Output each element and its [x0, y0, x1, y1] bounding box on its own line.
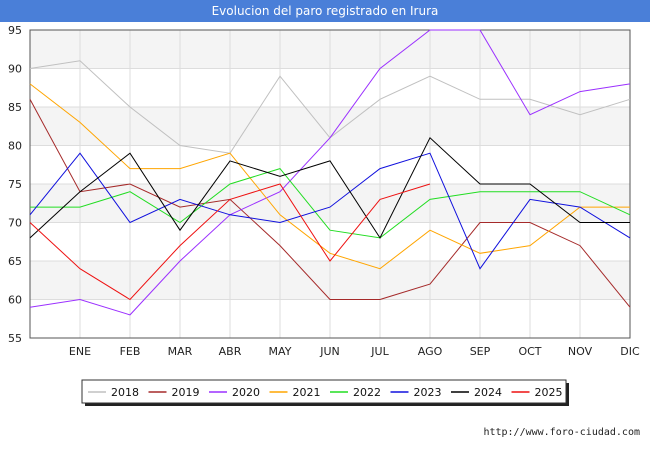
legend-label-2019: 2019 [172, 386, 200, 399]
legend-box [81, 379, 567, 404]
x-tick-label: MAR [168, 345, 193, 358]
series-line-2023 [29, 152, 631, 270]
y-tick-label: 85 [8, 101, 22, 114]
legend-label-2021: 2021 [293, 386, 321, 399]
y-tick-label: 55 [8, 332, 22, 345]
series-line-2021 [29, 83, 630, 270]
legend-label-2018: 2018 [111, 386, 139, 399]
y-tick-label: 80 [8, 140, 22, 153]
x-tick-label: NOV [568, 345, 593, 358]
x-tick-label: AGO [418, 345, 443, 358]
x-tick-label: JUL [370, 345, 389, 358]
x-tick-label: JUN [319, 345, 340, 358]
y-tick-label: 90 [8, 63, 22, 76]
legend-label-2022: 2022 [353, 386, 381, 399]
legend-label-2025: 2025 [535, 386, 563, 399]
series-line-2025 [29, 183, 431, 301]
series-line-2019 [29, 99, 631, 308]
source-url[interactable]: http://www.foro-ciudad.com [483, 427, 640, 438]
series-line-2020 [29, 29, 631, 316]
y-tick-label: 75 [8, 178, 22, 191]
x-tick-label: OCT [518, 345, 541, 358]
x-tick-label: ENE [69, 345, 91, 358]
y-axis-ticks: 55 60 65 70 75 80 85 90 95 [8, 24, 22, 345]
y-tick-label: 70 [8, 217, 22, 230]
legend-label-2020: 2020 [232, 386, 260, 399]
x-tick-label: FEB [120, 345, 141, 358]
legend: 2018 2019 2020 2021 2022 2023 2024 2025 [81, 379, 569, 406]
legend-label-2023: 2023 [414, 386, 442, 399]
x-tick-label: DIC [620, 345, 640, 358]
legend-label-2024: 2024 [474, 386, 502, 399]
series-line-2024 [29, 136, 630, 239]
x-axis-ticks: ENE FEB MAR ABR MAY JUN JUL AGO SEP OCT NOV DIC [69, 345, 640, 358]
series-lines [29, 29, 631, 316]
x-tick-label: ABR [219, 345, 242, 358]
x-tick-label: MAY [269, 345, 292, 358]
chart-title: Evolucion del paro registrado en Irura [0, 0, 650, 22]
plot-frame [29, 29, 631, 339]
y-tick-label: 60 [8, 294, 22, 307]
y-tick-label: 95 [8, 24, 22, 37]
x-tick-label: SEP [470, 345, 491, 358]
y-tick-label: 65 [8, 255, 22, 268]
series-line-2022 [30, 168, 631, 239]
